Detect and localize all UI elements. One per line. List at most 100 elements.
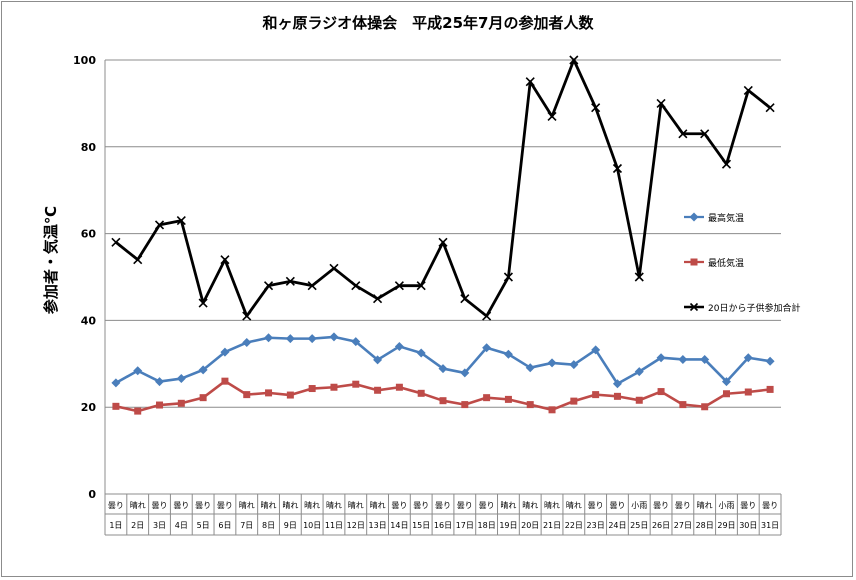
data-point xyxy=(461,401,469,409)
data-point xyxy=(220,255,230,265)
weather-label: 晴れ xyxy=(130,500,146,510)
series-line xyxy=(115,58,771,318)
data-point xyxy=(242,338,252,348)
data-point xyxy=(612,379,622,389)
weather-label: 晴れ xyxy=(370,500,386,510)
x-tick-label: 3日 xyxy=(153,521,166,530)
weather-label: 曇り xyxy=(479,501,495,510)
data-point xyxy=(504,395,512,403)
data-point xyxy=(525,363,535,373)
x-tick-label: 9日 xyxy=(284,521,297,530)
data-point xyxy=(482,343,492,353)
weather-label: 晴れ xyxy=(326,500,342,510)
data-point xyxy=(242,311,252,321)
weather-label: 晴れ xyxy=(566,500,582,510)
data-point xyxy=(570,397,578,405)
data-point xyxy=(460,294,470,304)
data-point xyxy=(503,349,513,359)
data-point xyxy=(721,159,732,169)
x-tick-label: 22日 xyxy=(565,521,583,530)
weather-label: 晴れ xyxy=(500,500,516,510)
x-tick-label: 16日 xyxy=(434,521,452,530)
weather-label: 曇り xyxy=(609,501,625,510)
weather-label: 曇り xyxy=(108,501,124,510)
legend-marker xyxy=(689,212,699,222)
data-point xyxy=(176,374,186,384)
data-point xyxy=(329,332,339,342)
data-point xyxy=(547,111,557,121)
y-tick-label: 60 xyxy=(81,228,97,241)
data-point xyxy=(177,399,185,407)
data-point xyxy=(678,354,688,364)
data-point xyxy=(330,383,338,391)
x-tick-label: 29日 xyxy=(717,521,735,530)
data-point xyxy=(221,377,229,385)
data-point xyxy=(613,392,621,400)
data-point xyxy=(460,368,470,378)
data-point xyxy=(265,389,273,397)
series-1 xyxy=(111,332,775,389)
data-point xyxy=(352,380,360,388)
data-point xyxy=(766,385,774,393)
weather-label: 曇り xyxy=(762,501,778,510)
data-point xyxy=(156,401,164,409)
data-point xyxy=(439,397,447,405)
data-point xyxy=(351,281,361,291)
data-point xyxy=(263,281,274,291)
weather-label: 小雨 xyxy=(718,501,734,510)
data-point xyxy=(416,281,426,291)
data-point xyxy=(701,403,709,411)
data-point xyxy=(351,337,361,347)
data-point xyxy=(198,365,208,375)
data-point xyxy=(548,406,556,414)
data-point xyxy=(765,356,775,366)
x-tick-label: 10日 xyxy=(303,521,321,530)
data-point xyxy=(656,98,666,108)
x-tick-label: 23日 xyxy=(587,521,605,530)
data-point xyxy=(569,360,579,370)
data-point xyxy=(438,364,448,374)
weather-label: 晴れ xyxy=(304,500,320,510)
series-3 xyxy=(111,55,775,321)
data-point xyxy=(569,55,579,65)
weather-label: 晴れ xyxy=(522,500,538,510)
data-point xyxy=(700,354,710,364)
data-point xyxy=(591,345,601,355)
data-point xyxy=(482,311,492,321)
weather-label: 曇り xyxy=(653,501,669,510)
data-point xyxy=(307,281,317,291)
x-tick-label: 15日 xyxy=(412,521,430,530)
series-group xyxy=(111,55,775,415)
data-point xyxy=(374,386,382,394)
data-point xyxy=(285,276,295,286)
x-tick-label: 14日 xyxy=(390,521,408,530)
data-point xyxy=(373,294,383,304)
weather-label: 小雨 xyxy=(631,501,647,510)
x-tick-label: 8日 xyxy=(262,521,275,530)
y-tick-label: 20 xyxy=(81,401,97,414)
data-point xyxy=(154,220,165,230)
gridlines xyxy=(104,59,781,494)
legend-entry: 最高気温 xyxy=(708,212,744,224)
x-tick-label: 4日 xyxy=(175,521,188,530)
x-tick-label: 25日 xyxy=(630,521,648,530)
x-tick-label: 1日 xyxy=(109,521,122,530)
y-tick-label: 100 xyxy=(73,54,96,67)
series-line xyxy=(115,335,771,386)
x-tick-label: 30日 xyxy=(739,521,757,530)
x-tick-label: 26日 xyxy=(652,521,670,530)
weather-label: 晴れ xyxy=(697,500,713,510)
data-point xyxy=(525,77,535,87)
data-point xyxy=(394,341,404,351)
data-point xyxy=(656,353,666,363)
weather-label: 晴れ xyxy=(348,500,364,510)
data-point xyxy=(395,383,403,391)
data-point xyxy=(134,407,142,415)
series-2 xyxy=(112,377,774,415)
chart-title: 和ヶ原ラジオ体操会 平成25年7月の参加者人数 xyxy=(262,14,594,32)
data-point xyxy=(635,396,643,404)
x-tick-label: 12日 xyxy=(347,521,365,530)
